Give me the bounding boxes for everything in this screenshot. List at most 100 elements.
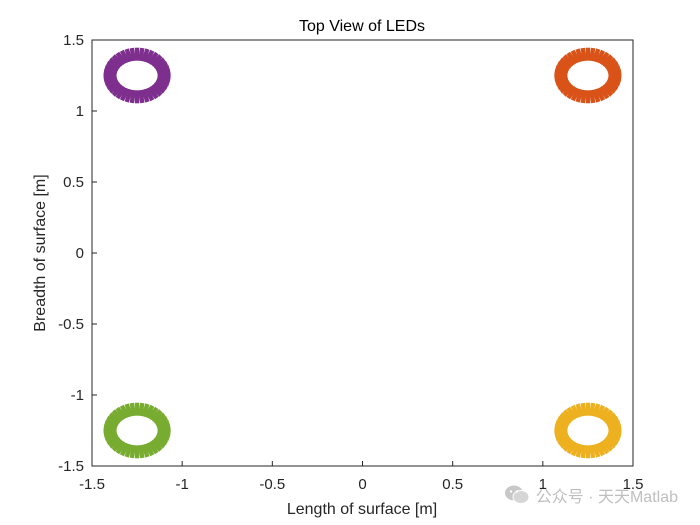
led-point bbox=[147, 51, 159, 65]
plot-area-box bbox=[91, 39, 634, 467]
x-tick-label: 0 bbox=[358, 476, 366, 493]
led-point bbox=[141, 443, 150, 458]
y-tick-label: 1.5 bbox=[63, 32, 84, 49]
led-point bbox=[557, 80, 571, 91]
led-point bbox=[585, 445, 591, 459]
x-tick-label: -0.5 bbox=[259, 476, 285, 493]
y-tick-label: -0.5 bbox=[58, 316, 84, 333]
led-point bbox=[124, 88, 133, 103]
led-ring bbox=[554, 47, 622, 104]
led-point bbox=[144, 442, 155, 457]
led-point bbox=[598, 51, 610, 65]
chart-title: Top View of LEDs bbox=[299, 18, 425, 35]
led-point bbox=[575, 48, 584, 63]
led-point bbox=[150, 439, 163, 452]
led-point bbox=[570, 87, 581, 102]
led-point bbox=[150, 84, 163, 97]
led-point bbox=[106, 435, 120, 446]
led-point bbox=[600, 84, 614, 97]
led-point bbox=[134, 402, 140, 416]
led-point bbox=[141, 88, 150, 103]
led-point bbox=[147, 441, 159, 455]
led-point bbox=[559, 82, 573, 94]
led-point bbox=[155, 64, 170, 74]
led-point bbox=[592, 443, 601, 458]
x-tick-label: -1 bbox=[175, 476, 188, 493]
y-tick-label: 0.5 bbox=[63, 174, 84, 191]
led-point bbox=[124, 403, 133, 418]
led-point bbox=[144, 87, 155, 102]
led-point bbox=[592, 88, 601, 103]
led-point bbox=[585, 402, 591, 416]
led-point bbox=[585, 47, 591, 61]
led-point bbox=[588, 47, 596, 62]
led-ring bbox=[554, 402, 622, 459]
led-point bbox=[575, 88, 584, 103]
led-point bbox=[598, 86, 610, 100]
led-point bbox=[595, 442, 606, 457]
led-point bbox=[115, 51, 127, 65]
led-point bbox=[152, 412, 166, 424]
led-point bbox=[559, 57, 573, 69]
led-point bbox=[566, 406, 578, 420]
led-point bbox=[562, 54, 575, 67]
led-point bbox=[157, 430, 171, 438]
led-point bbox=[607, 75, 622, 83]
led-point bbox=[108, 412, 122, 424]
led-point bbox=[111, 54, 125, 67]
led-point bbox=[119, 404, 130, 419]
y-tick-label: 0 bbox=[76, 245, 84, 262]
led-point bbox=[147, 86, 159, 100]
x-tick-label: -1.5 bbox=[79, 476, 105, 493]
led-point bbox=[152, 82, 166, 94]
led-point bbox=[150, 409, 163, 422]
led-point bbox=[104, 432, 119, 442]
led-ring bbox=[103, 402, 171, 459]
led-point bbox=[154, 60, 168, 71]
x-tick-label: 1 bbox=[539, 476, 547, 493]
led-point bbox=[138, 402, 145, 417]
led-point bbox=[152, 437, 166, 449]
y-tick-label: 1 bbox=[76, 103, 84, 120]
led-point bbox=[108, 437, 122, 449]
led-point bbox=[559, 412, 573, 424]
led-point bbox=[115, 406, 127, 420]
led-ring bbox=[103, 47, 171, 104]
led-point bbox=[585, 90, 591, 104]
led-point bbox=[154, 415, 168, 426]
led-point bbox=[559, 437, 573, 449]
x-tick-label: 0.5 bbox=[442, 476, 463, 493]
led-point bbox=[570, 404, 581, 419]
led-point bbox=[595, 404, 606, 419]
led-point bbox=[141, 403, 150, 418]
x-axis-ticks: -1.5 -1 -0.5 0 0.5 1 1.5 bbox=[79, 461, 643, 493]
led-point bbox=[555, 432, 570, 442]
led-point bbox=[603, 412, 617, 424]
y-tick-label: -1.5 bbox=[58, 458, 84, 475]
led-point bbox=[129, 89, 137, 104]
led-point bbox=[603, 82, 617, 94]
led-point bbox=[575, 403, 584, 418]
led-point bbox=[108, 57, 122, 69]
y-axis-label: Breadth of surface [m] bbox=[32, 174, 49, 331]
led-point bbox=[141, 48, 150, 63]
led-point bbox=[603, 437, 617, 449]
led-point bbox=[580, 89, 587, 104]
y-tick-label: -1 bbox=[71, 387, 84, 404]
led-point bbox=[562, 409, 575, 422]
led-point bbox=[129, 444, 137, 459]
led-point bbox=[157, 75, 171, 83]
led-point bbox=[605, 415, 619, 426]
led-rings bbox=[103, 47, 622, 459]
led-point bbox=[557, 435, 571, 446]
led-point bbox=[134, 90, 140, 104]
x-tick-label: 1.5 bbox=[623, 476, 644, 493]
led-point bbox=[144, 49, 155, 64]
led-point bbox=[111, 439, 125, 452]
led-point bbox=[600, 439, 614, 452]
led-point bbox=[605, 60, 619, 71]
led-point bbox=[124, 48, 133, 63]
led-point bbox=[566, 51, 578, 65]
led-point bbox=[575, 443, 584, 458]
